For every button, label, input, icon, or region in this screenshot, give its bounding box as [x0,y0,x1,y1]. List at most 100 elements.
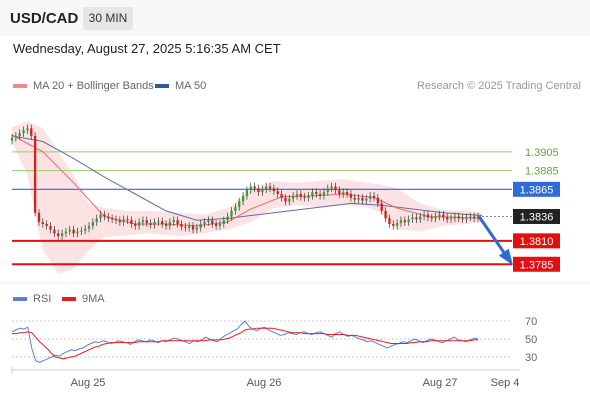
candle-body [214,223,218,226]
candle-body [342,192,345,194]
candle-body [265,186,268,190]
candle-body [249,186,252,191]
candle-body [149,223,152,225]
candle-body [245,190,249,196]
candle-body [45,223,48,226]
candle-body [195,227,199,230]
candle-body [349,194,353,198]
candle-body [60,233,64,237]
legend-swatch-9ma [62,297,76,302]
candle-body [457,216,460,219]
candle-body [41,222,44,224]
legend-label-rsi: RSI [33,293,52,305]
candle-body [76,231,79,234]
candle-body [311,192,314,196]
candle-body [126,219,129,221]
x-tick-sep-4: Sep 4 [491,377,520,389]
candle-body [153,222,156,225]
candle-body [172,220,175,223]
x-tick-aug-26: Aug 26 [247,377,282,389]
candle-body [99,214,102,219]
candle-body [415,217,418,220]
candle-body [345,192,349,194]
timestamp-label: Wednesday, August 27, 2025 5:16:35 AM CE… [13,41,281,56]
candle-body [64,231,68,234]
candle-body [453,216,457,219]
rsi-series-9ma [12,327,478,360]
candle-body [118,220,121,223]
candle-body [37,212,41,223]
candle-body [449,218,453,220]
candle-body [326,188,329,193]
candle-body [191,225,195,230]
candle-body [130,220,133,224]
candle-body [395,223,399,226]
level-tag-1.3785 [513,256,560,272]
candle-body [469,216,472,218]
forecast-arrow-head [498,248,513,266]
candle-body [218,223,222,226]
candle-body [107,216,110,219]
header-bar: USD/CAD 30 MIN [0,0,590,36]
candle-body [380,203,383,211]
candle-body [472,216,476,219]
legend-label-9ma: 9MA [82,293,105,305]
candle-body [134,223,137,226]
candle-body [122,219,125,223]
candle-body [168,222,172,226]
candle-body [357,197,360,200]
candle-body [422,214,426,217]
timeframe-badge[interactable]: 30 MIN [83,7,133,30]
candle-body [299,194,302,197]
candle-body [30,128,33,136]
candle-body [376,197,380,204]
candle-body [268,186,272,189]
candle-body [419,216,422,220]
candle-body [57,233,60,237]
candle-body [137,222,141,226]
level-label-1.3785: 1.3785 [520,259,554,271]
candle-body [14,135,18,138]
candle-body [241,195,245,202]
credit-label: Research © 2025 Trading Central [416,80,581,92]
candle-body [338,190,341,194]
candle-body [22,130,25,134]
candle-body [184,226,187,228]
legend-swatch-ma50 [155,84,169,89]
candle-body [407,219,410,223]
level-label-1.3836: 1.3836 [520,211,554,223]
candle-body [465,217,468,220]
level-label-1.3810: 1.3810 [520,236,554,248]
rsi-legend-item-rsi: RSI [13,293,51,305]
candle-body [164,223,168,226]
candle-body [438,214,441,217]
candle-body [114,219,118,221]
candle-body [284,197,287,202]
candle-body [68,229,71,232]
legend-swatch-rsi [13,297,27,302]
candle-body [403,220,406,223]
candle-body [272,188,276,192]
candle-body [103,214,106,217]
candle-body [95,218,98,223]
candle-body [365,198,368,201]
candle-body [430,217,433,219]
x-tick-aug-25: Aug 25 [71,377,106,389]
legend-swatch-ma20 [13,84,27,89]
candle-body [49,225,52,230]
level-label-1.3865: 1.3865 [520,184,554,196]
candle-body [157,221,160,223]
legend-label-ma20: MA 20 + Bollinger Bands [33,80,154,92]
symbol-title: USD/CAD [10,10,79,27]
level-tag-1.3836 [513,208,560,224]
candle-body [230,210,233,217]
candle-body [257,188,260,193]
candle-body [384,210,387,219]
candle-body [10,137,14,141]
rsi-legend-item-9ma: 9MA [62,293,105,305]
candle-body [318,194,322,196]
candle-body [461,218,464,220]
candle-body [291,195,295,199]
candle-body [145,220,148,224]
